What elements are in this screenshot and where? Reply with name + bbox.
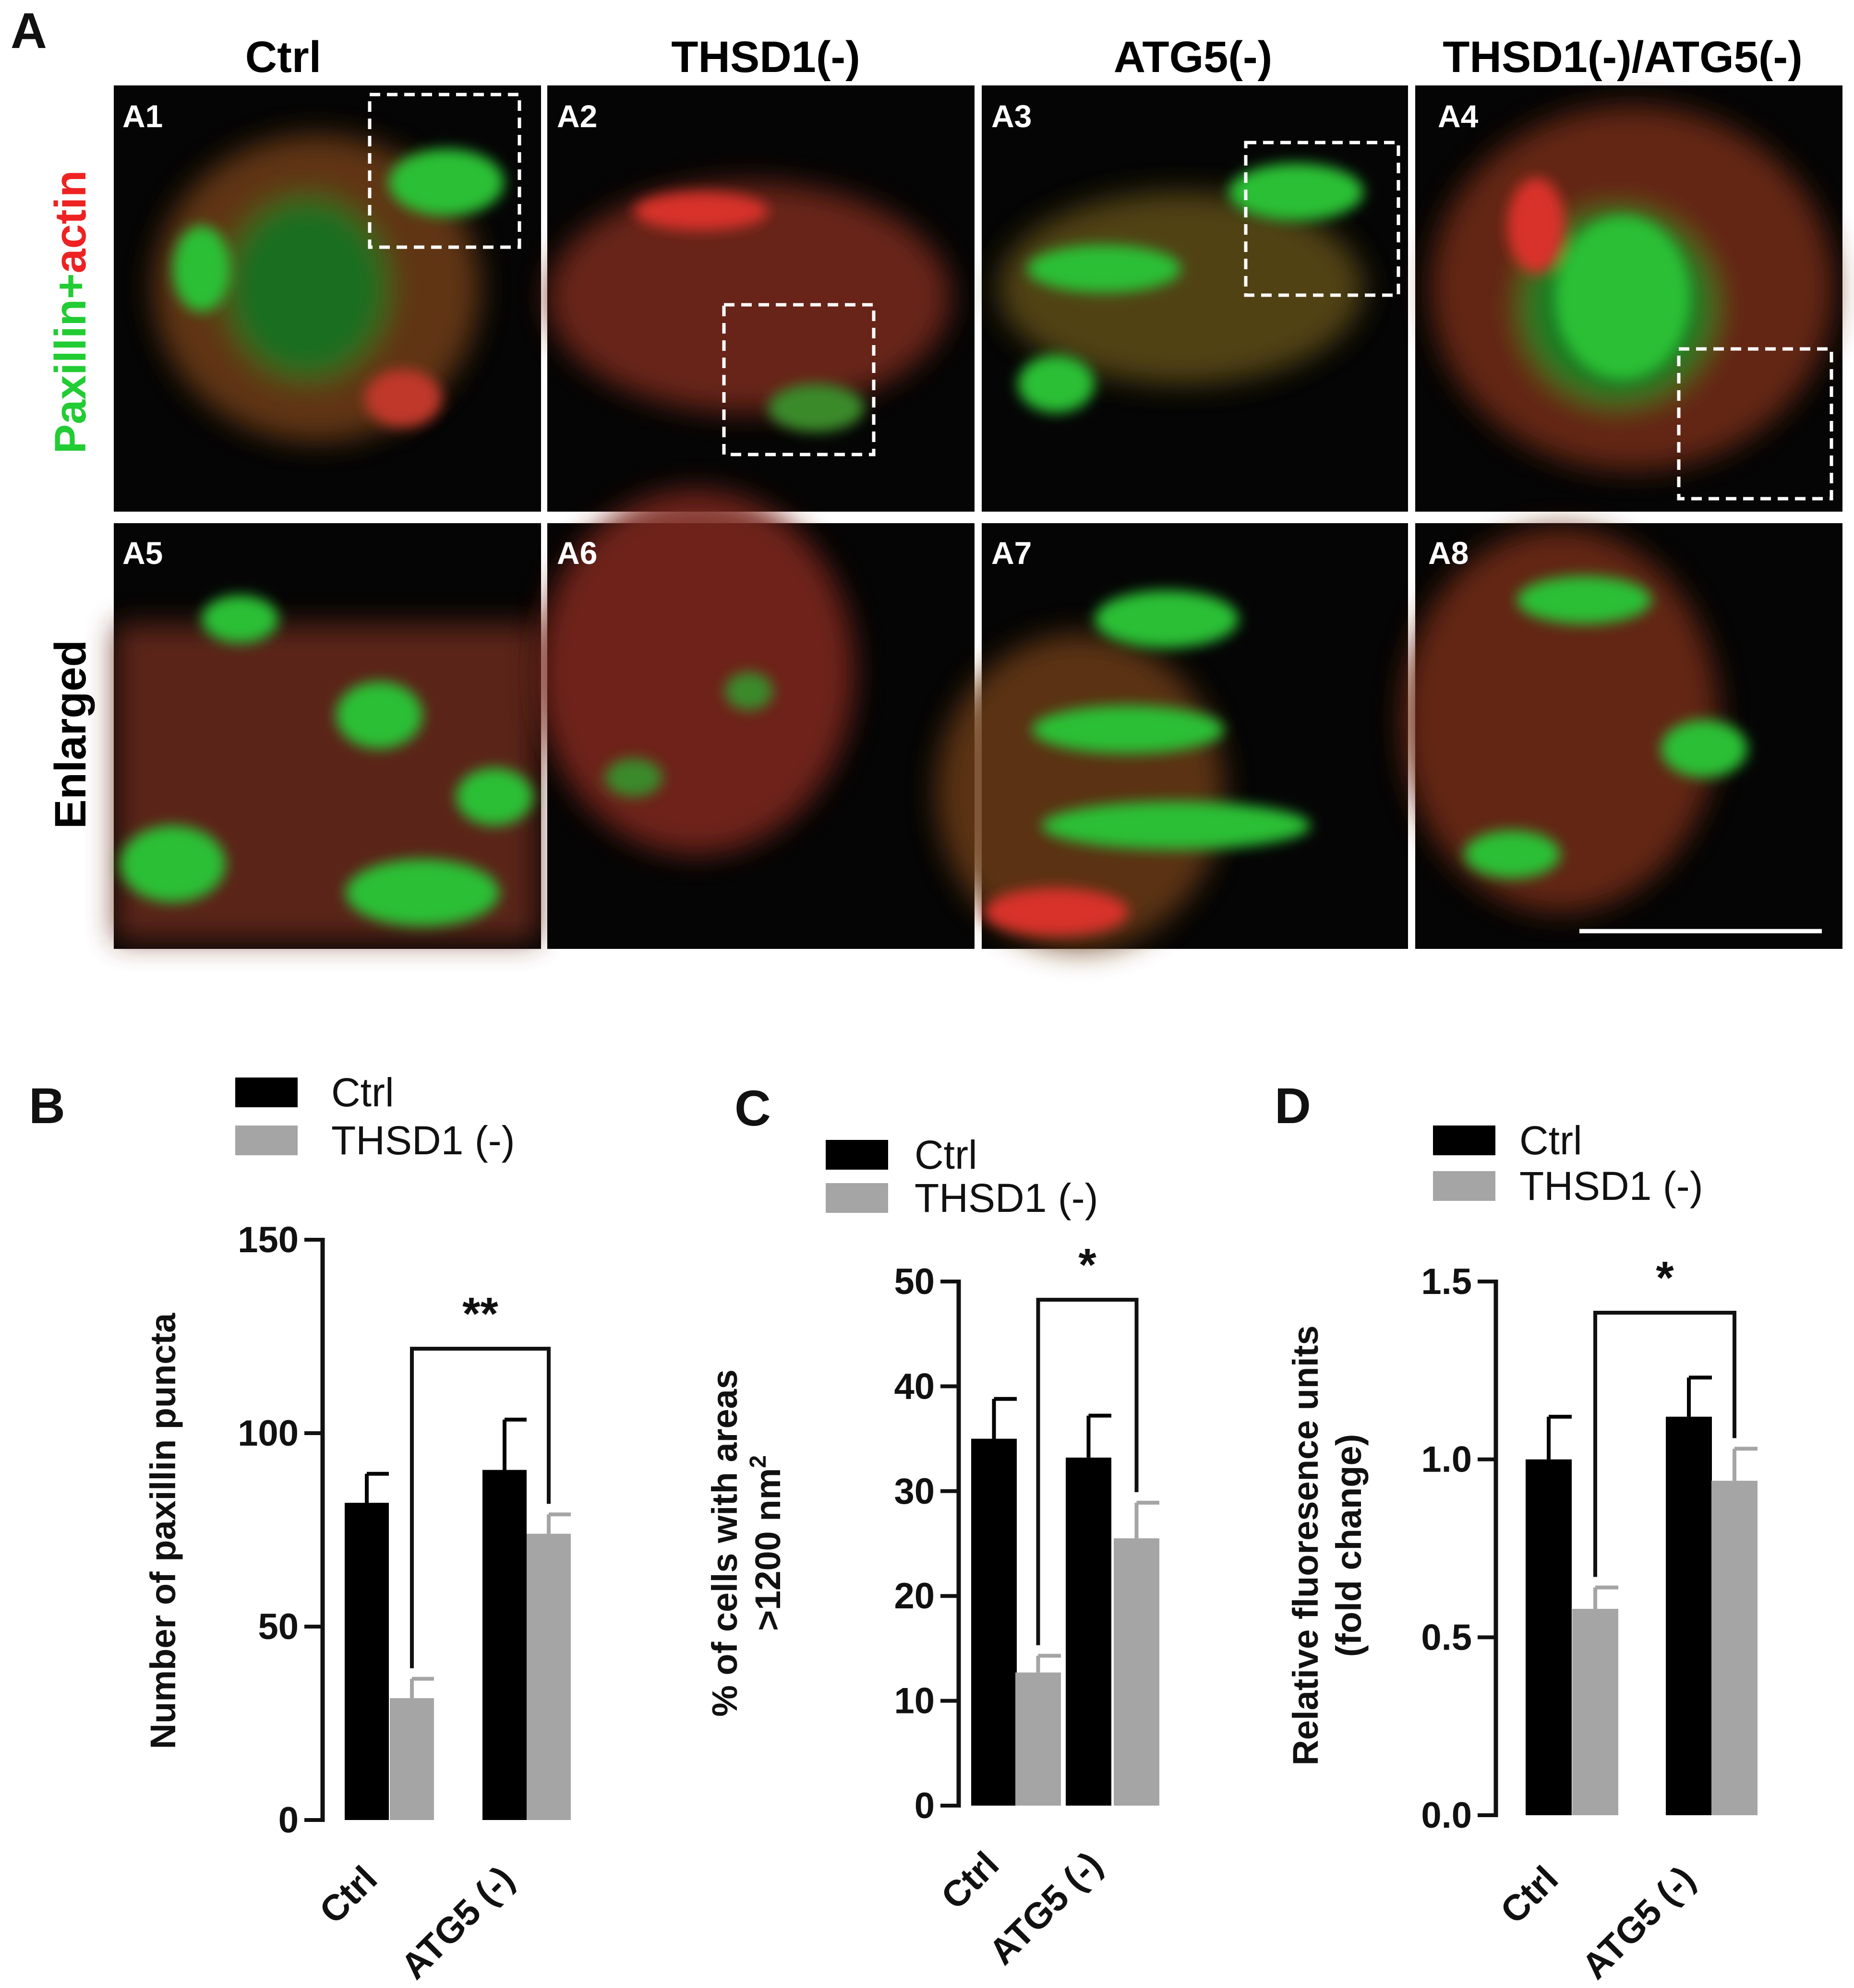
y-tick-label: 0.0 bbox=[1421, 1795, 1472, 1836]
label-actin: actin bbox=[46, 170, 95, 274]
column-title-double: THSD1(-)/ATG5(-) bbox=[1443, 33, 1803, 82]
x-category-label: ATG5 (-) bbox=[981, 1844, 1110, 1973]
sublabel-a4: A4 bbox=[1438, 98, 1479, 134]
legend-swatch bbox=[826, 1140, 888, 1170]
y-tick-label: 50 bbox=[894, 1261, 935, 1302]
sublabel-a5: A5 bbox=[122, 535, 163, 571]
label-paxillin: Paxillin bbox=[46, 299, 95, 454]
legend-label: Ctrl bbox=[331, 1070, 394, 1115]
x-category-label: Ctrl bbox=[312, 1858, 385, 1932]
bar bbox=[527, 1533, 571, 1820]
sublabel-a7: A7 bbox=[991, 535, 1032, 571]
y-axis-title-superscript: 2 bbox=[746, 1455, 771, 1468]
significance-marker: * bbox=[1656, 1252, 1674, 1304]
y-axis-title: Relative fluoresence units(fold change) bbox=[1286, 1325, 1369, 1765]
sublabel-a1: A1 bbox=[122, 98, 163, 134]
significance-bracket bbox=[410, 1347, 551, 1668]
label-plus: + bbox=[46, 273, 95, 299]
legend-swatch bbox=[826, 1183, 888, 1213]
y-tick-label: 1.0 bbox=[1421, 1439, 1472, 1480]
legend-swatch bbox=[235, 1126, 298, 1155]
bar bbox=[1114, 1538, 1159, 1806]
legend-swatch bbox=[235, 1078, 298, 1107]
significance-marker: * bbox=[1078, 1239, 1096, 1291]
sublabel-a2: A2 bbox=[557, 98, 597, 134]
bar bbox=[1666, 1416, 1712, 1815]
y-tick-label: 10 bbox=[894, 1681, 935, 1722]
y-tick-label: 0 bbox=[278, 1800, 299, 1841]
legend-label: THSD1 (-) bbox=[331, 1118, 515, 1163]
image-panel-a3: A3 bbox=[982, 85, 1408, 512]
legend-label: THSD1 (-) bbox=[915, 1175, 1098, 1221]
bar bbox=[1711, 1481, 1758, 1815]
image-panel-a1: A1 bbox=[114, 85, 541, 512]
y-tick-label: 30 bbox=[894, 1471, 935, 1512]
image-panel-a2: A2 bbox=[547, 85, 975, 512]
y-tick-label: 20 bbox=[894, 1576, 935, 1617]
bar bbox=[345, 1503, 389, 1820]
bar bbox=[390, 1698, 434, 1820]
panel-letter-b: B bbox=[29, 1078, 65, 1134]
sublabel-a6: A6 bbox=[557, 535, 597, 571]
y-tick-label: 100 bbox=[238, 1413, 299, 1454]
y-axis-title-line: >1200 nm bbox=[748, 1468, 788, 1631]
significance-bracket bbox=[1593, 1311, 1736, 1577]
significance-bracket bbox=[1036, 1298, 1139, 1645]
panel-letter-c: C bbox=[734, 1080, 771, 1137]
sublabel-a8: A8 bbox=[1428, 535, 1469, 571]
image-panel-a7: A7 bbox=[936, 523, 1408, 950]
bar bbox=[482, 1470, 527, 1820]
bar bbox=[1066, 1457, 1111, 1806]
y-tick-label: 1.5 bbox=[1421, 1261, 1472, 1302]
x-category-label: ATG5 (-) bbox=[393, 1858, 522, 1987]
y-tick-label: 0 bbox=[915, 1785, 935, 1826]
image-panel-a5: A5 bbox=[114, 523, 541, 949]
image-panel-a4: A4 bbox=[1415, 85, 1842, 512]
y-axis-title-line: Relative fluoresence units bbox=[1286, 1325, 1325, 1765]
image-panel-a8: A8 bbox=[1402, 523, 1842, 949]
panel-letter-a: A bbox=[11, 3, 47, 59]
y-tick-label: 50 bbox=[258, 1606, 299, 1647]
x-category-label: Ctrl bbox=[1493, 1858, 1566, 1932]
y-tick-label: 40 bbox=[894, 1366, 935, 1407]
image-panel-a6: A6 bbox=[538, 490, 975, 949]
column-title-ctrl: Ctrl bbox=[245, 33, 321, 82]
legend-swatch bbox=[1433, 1171, 1495, 1201]
y-axis-title: Number of paxillin puncta bbox=[143, 1313, 183, 1749]
bar bbox=[971, 1438, 1017, 1806]
y-axis-title-line: (fold change) bbox=[1329, 1434, 1369, 1657]
y-axis-title: % of cells with areas>1200 nm2 bbox=[705, 1369, 788, 1717]
legend-label: Ctrl bbox=[915, 1132, 977, 1177]
legend-label: THSD1 (-) bbox=[1519, 1163, 1703, 1209]
y-tick-label: 0.5 bbox=[1421, 1617, 1472, 1658]
column-title-atg5: ATG5(-) bbox=[1114, 33, 1272, 82]
column-title-thsd1: THSD1(-) bbox=[671, 33, 860, 82]
x-category-label: Ctrl bbox=[933, 1844, 1007, 1917]
legend-swatch bbox=[1433, 1126, 1495, 1155]
row-label-paxillin-actin: Paxillin+actin bbox=[46, 170, 95, 454]
row-label-enlarged: Enlarged bbox=[46, 640, 95, 829]
bar bbox=[1572, 1609, 1618, 1815]
y-tick-label: 150 bbox=[238, 1220, 299, 1260]
significance-marker: ** bbox=[462, 1288, 498, 1340]
bar bbox=[1015, 1672, 1061, 1806]
sublabel-a3: A3 bbox=[991, 98, 1032, 134]
y-axis-title-line: % of cells with areas bbox=[705, 1369, 745, 1717]
panel-letter-d: D bbox=[1275, 1078, 1311, 1134]
x-category-label: ATG5 (-) bbox=[1574, 1858, 1703, 1987]
bar bbox=[1526, 1459, 1572, 1815]
legend-label: Ctrl bbox=[1519, 1118, 1582, 1163]
